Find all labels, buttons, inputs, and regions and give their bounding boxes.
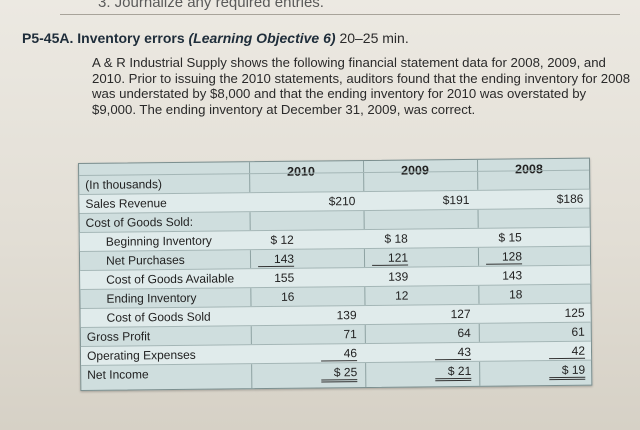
value-cell: 64 bbox=[457, 325, 471, 341]
financial-data-table: 2010 2009 2008 (In thousands) Sales Reven… bbox=[78, 157, 593, 391]
problem-title: Inventory errors bbox=[77, 30, 185, 46]
problem-heading: P5-45A. Inventory errors (Learning Objec… bbox=[22, 30, 409, 46]
value-cell: $191 bbox=[442, 192, 470, 208]
value-cell: 42 bbox=[548, 343, 586, 360]
value-cell: 12 bbox=[394, 288, 409, 303]
value-cell: $186 bbox=[556, 191, 584, 206]
value-cell: 139 bbox=[388, 269, 409, 284]
value-cell: 143 bbox=[257, 251, 295, 268]
value-cell: $ 15 bbox=[498, 230, 522, 245]
value-cell: 46 bbox=[320, 346, 358, 362]
section-divider bbox=[60, 14, 620, 15]
row-label: (In thousands) bbox=[85, 177, 163, 192]
value-cell: $ 18 bbox=[384, 231, 408, 246]
row-label: Cost of Goods Sold: bbox=[85, 214, 194, 230]
row-label: Beginning Inventory bbox=[105, 233, 212, 249]
value-cell: 125 bbox=[564, 305, 585, 320]
value-cell: 121 bbox=[371, 250, 409, 266]
time-estimate: 20–25 min. bbox=[339, 30, 409, 46]
problem-number: P5-45A. bbox=[22, 30, 74, 46]
value-cell: $ 25 bbox=[321, 365, 358, 383]
value-cell: 155 bbox=[274, 270, 295, 285]
value-cell: $ 21 bbox=[435, 363, 472, 382]
row-label: Net Purchases bbox=[105, 252, 185, 268]
previous-requirement-text: 3. Journalize any required entries. bbox=[98, 0, 324, 11]
value-cell: 127 bbox=[450, 306, 471, 322]
row-label: Cost of Goods Available bbox=[106, 271, 235, 287]
value-cell: 128 bbox=[485, 249, 523, 265]
value-cell: 139 bbox=[336, 308, 357, 323]
row-label: Cost of Goods Sold bbox=[106, 309, 211, 325]
row-label: Operating Expenses bbox=[86, 347, 196, 363]
problem-paragraph: A & R Industrial Supply shows the follow… bbox=[92, 55, 631, 117]
value-cell: $210 bbox=[328, 194, 356, 209]
value-cell: 71 bbox=[343, 327, 357, 342]
row-label: Gross Profit bbox=[86, 329, 151, 344]
value-cell: 61 bbox=[571, 324, 585, 339]
row-label: Ending Inventory bbox=[106, 290, 197, 306]
value-cell: 18 bbox=[508, 287, 523, 302]
value-cell: 143 bbox=[502, 268, 523, 283]
value-cell: 43 bbox=[434, 344, 472, 361]
value-cell: 16 bbox=[280, 289, 295, 304]
table-row: Net Income $ 25 $ 21 $ 19 bbox=[81, 359, 592, 385]
value-cell: $ 12 bbox=[270, 232, 294, 247]
row-label: Net Income bbox=[87, 367, 149, 382]
row-label: Sales Revenue bbox=[85, 196, 167, 211]
learning-objective: (Learning Objective 6) bbox=[188, 30, 336, 46]
value-cell: $ 19 bbox=[549, 362, 586, 381]
